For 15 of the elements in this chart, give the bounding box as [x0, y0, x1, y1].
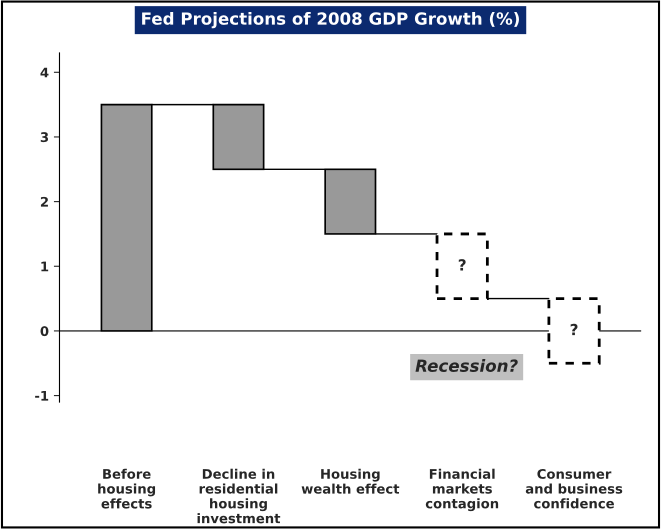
y-tick-label: 3 — [40, 132, 48, 142]
y-tick-label: 2 — [40, 196, 48, 207]
x-tick-label: Decline in residential housing investment — [198, 468, 280, 524]
data-label: ? — [458, 259, 466, 270]
x-tick-label: Housing wealth effect — [302, 468, 400, 494]
x-tick-label: Consumer and business confidence — [526, 468, 622, 508]
annotation: Recession? — [416, 359, 518, 372]
chart-title: Fed Projections of 2008 GDP Growth (%) — [142, 12, 519, 28]
y-tick-label: 0 — [40, 326, 48, 336]
y-tick-label: 4 — [40, 68, 48, 78]
x-tick-label: Before housing effects — [98, 468, 156, 509]
data-label: ? — [570, 324, 578, 336]
x-tick-label: Financial markets contagion — [426, 468, 498, 512]
y-tick-label: -1 — [35, 390, 48, 401]
y-tick-label: 1 — [41, 262, 48, 272]
